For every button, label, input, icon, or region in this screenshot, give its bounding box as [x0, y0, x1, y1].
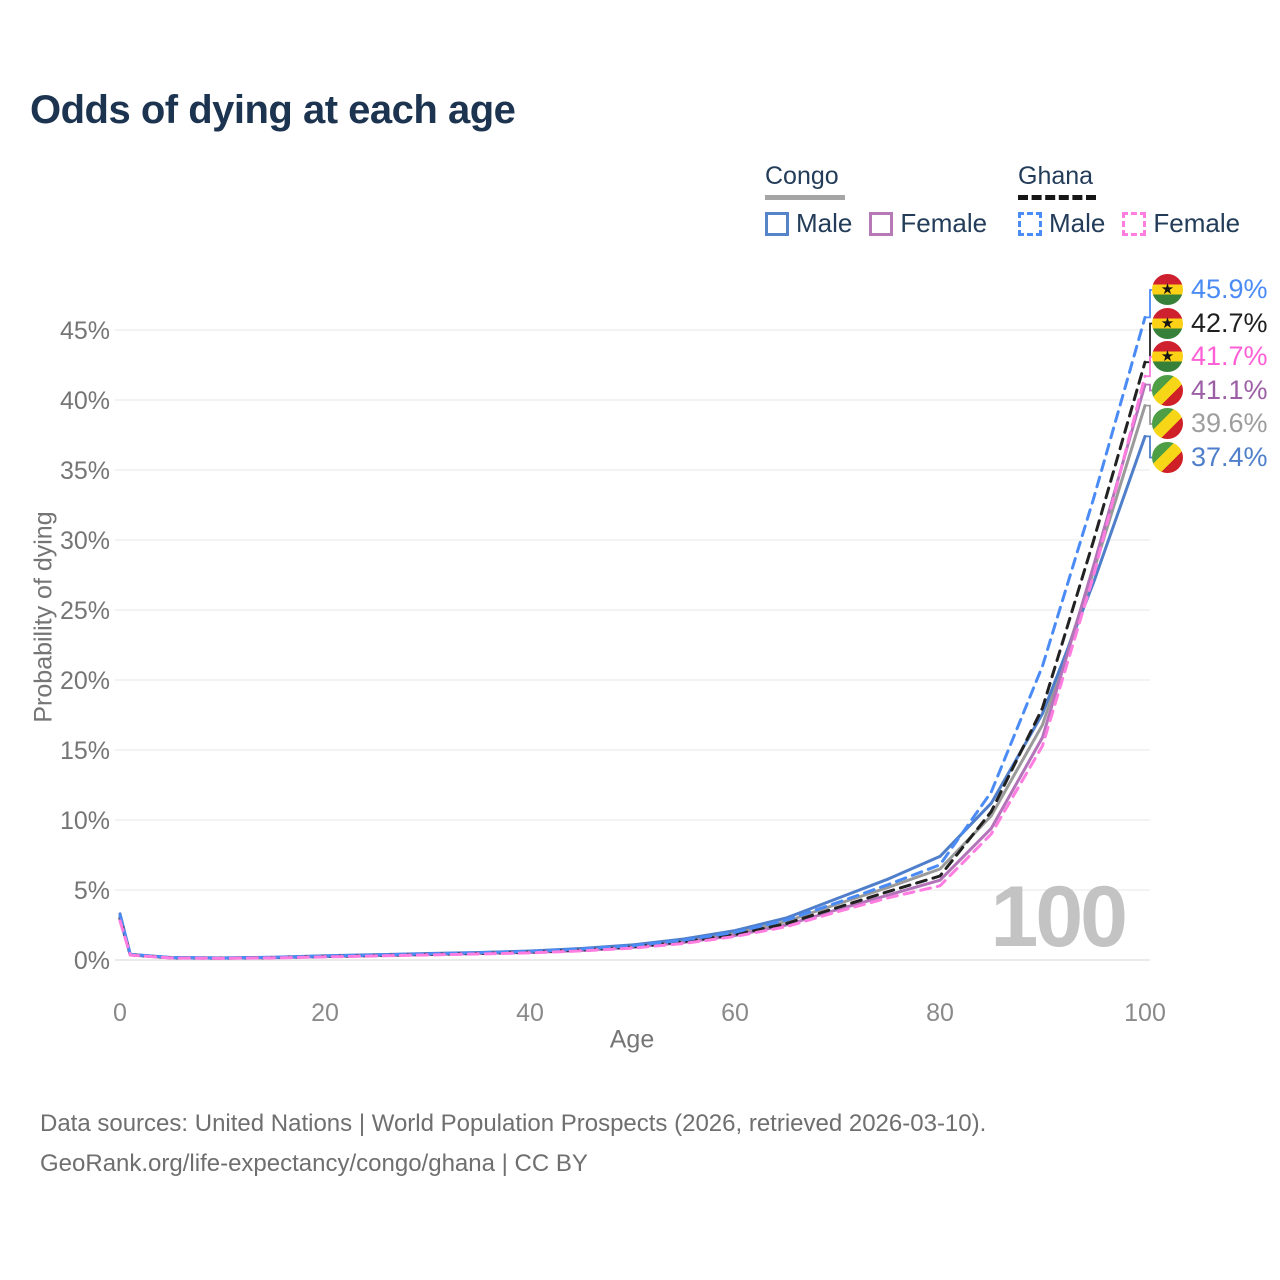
x-tick-label: 0 — [113, 999, 127, 1027]
hover-age-indicator: 100 — [990, 869, 1129, 965]
leader-line — [1145, 289, 1152, 319]
end-value-label: 39.6% — [1191, 408, 1268, 438]
legend-item-label: Female — [1153, 208, 1241, 238]
legend-item-ghana-male[interactable]: Male — [1018, 208, 1105, 239]
legend-country-congo: Congo — [765, 162, 839, 190]
leader-line — [1145, 356, 1152, 378]
y-axis-title: Probability of dying — [29, 511, 58, 723]
y-tick-label: 45% — [60, 317, 110, 345]
x-tick-label: 20 — [311, 999, 339, 1027]
y-tick-label: 40% — [60, 387, 110, 415]
congo-flag-icon — [1152, 374, 1183, 406]
x-tick-label: 40 — [516, 999, 544, 1027]
congo-female-swatch — [869, 211, 894, 236]
legend-items-congo: Male Female — [765, 208, 987, 239]
end-value-label: 45.9% — [1191, 274, 1268, 304]
series-line-ghana-female[interactable] — [118, 374, 1147, 960]
congo-linestyle-swatch — [765, 195, 845, 200]
ghana-flag-icon: ★ — [1152, 274, 1183, 305]
ghana-linestyle-swatch — [1018, 195, 1096, 200]
legend-item-label: Male — [796, 208, 853, 238]
x-axis-title: Age — [609, 1025, 655, 1054]
y-tick-label: 10% — [60, 807, 110, 835]
end-label-row-congo-both: 39.6% — [1152, 408, 1268, 439]
end-value-label: 37.4% — [1191, 441, 1268, 472]
end-label-row-congo-male: 37.4% — [1152, 441, 1268, 473]
ghana-female-swatch — [1122, 211, 1147, 236]
leader-line — [1145, 435, 1152, 459]
y-tick-label: 25% — [60, 597, 110, 625]
ghana-male-swatch — [1018, 211, 1042, 236]
legend-item-congo-female[interactable]: Female — [869, 208, 987, 239]
end-value-label: 42.7% — [1191, 307, 1268, 338]
leader-line — [1145, 404, 1152, 425]
x-tick-label: 100 — [1124, 999, 1166, 1027]
y-tick-label: 0% — [74, 947, 110, 975]
leader-line — [1145, 383, 1152, 392]
legend-group-congo: Congo Male Female — [765, 162, 987, 239]
congo-flag-icon — [1152, 408, 1183, 439]
footer: Data sources: United Nations | World Pop… — [40, 1104, 986, 1184]
y-tick-label: 30% — [60, 527, 110, 555]
end-label-row-ghana-male: ★ 45.9% — [1152, 274, 1268, 305]
congo-male-swatch — [765, 211, 789, 236]
end-label-row-ghana-female: ★ 41.7% — [1152, 341, 1268, 372]
x-tick-label: 80 — [926, 999, 954, 1027]
legend-group-ghana: Ghana Male Female — [1018, 162, 1240, 239]
y-tick-label: 35% — [60, 457, 110, 485]
legend-item-label: Male — [1049, 208, 1106, 238]
legend-item-label: Female — [900, 208, 988, 238]
y-tick-label: 15% — [60, 737, 110, 765]
end-value-label: 41.1% — [1191, 374, 1268, 405]
page-title: Odds of dying at each age — [30, 88, 516, 132]
data-source-line: Data sources: United Nations | World Pop… — [40, 1110, 987, 1137]
end-value-label: 41.7% — [1191, 341, 1268, 371]
ghana-flag-icon: ★ — [1152, 307, 1183, 339]
attribution-line: GeoRank.org/life-expectancy/congo/ghana … — [40, 1150, 588, 1177]
legend-item-ghana-female[interactable]: Female — [1122, 208, 1240, 239]
ghana-flag-icon: ★ — [1152, 341, 1183, 372]
congo-flag-icon — [1152, 441, 1183, 473]
x-tick-label: 60 — [721, 999, 749, 1027]
y-tick-label: 5% — [74, 877, 110, 905]
black-star-icon: ★ — [1160, 348, 1175, 365]
black-star-icon: ★ — [1160, 314, 1175, 332]
legend-items-ghana: Male Female — [1018, 208, 1240, 239]
black-star-icon: ★ — [1160, 281, 1175, 298]
end-label-row-congo-female: 41.1% — [1152, 374, 1268, 406]
end-label-row-ghana-both: ★ 42.7% — [1152, 307, 1268, 339]
legend-item-congo-male[interactable]: Male — [765, 208, 852, 239]
series-line-ghana-male[interactable] — [118, 315, 1147, 960]
y-tick-label: 20% — [60, 667, 110, 695]
legend-country-ghana: Ghana — [1018, 162, 1094, 190]
leader-line — [1145, 322, 1152, 364]
